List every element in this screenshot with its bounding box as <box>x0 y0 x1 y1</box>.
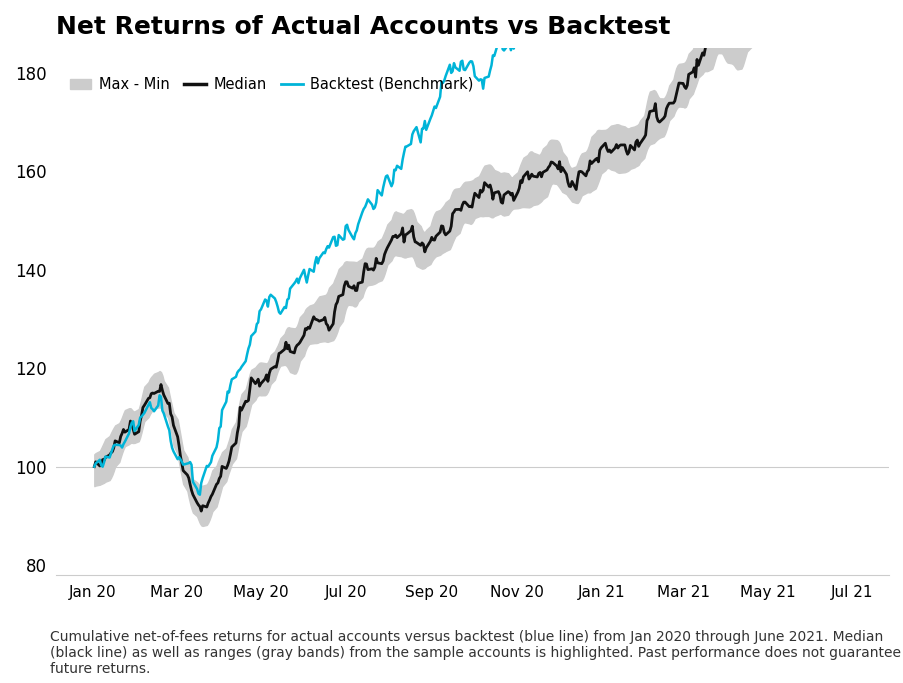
Text: Cumulative net-of-fees returns for actual accounts versus backtest (blue line) f: Cumulative net-of-fees returns for actua… <box>50 630 899 676</box>
Legend: Max - Min, Median, Backtest (Benchmark): Max - Min, Median, Backtest (Benchmark) <box>64 71 479 98</box>
Text: Net Returns of Actual Accounts vs Backtest: Net Returns of Actual Accounts vs Backte… <box>56 15 670 39</box>
